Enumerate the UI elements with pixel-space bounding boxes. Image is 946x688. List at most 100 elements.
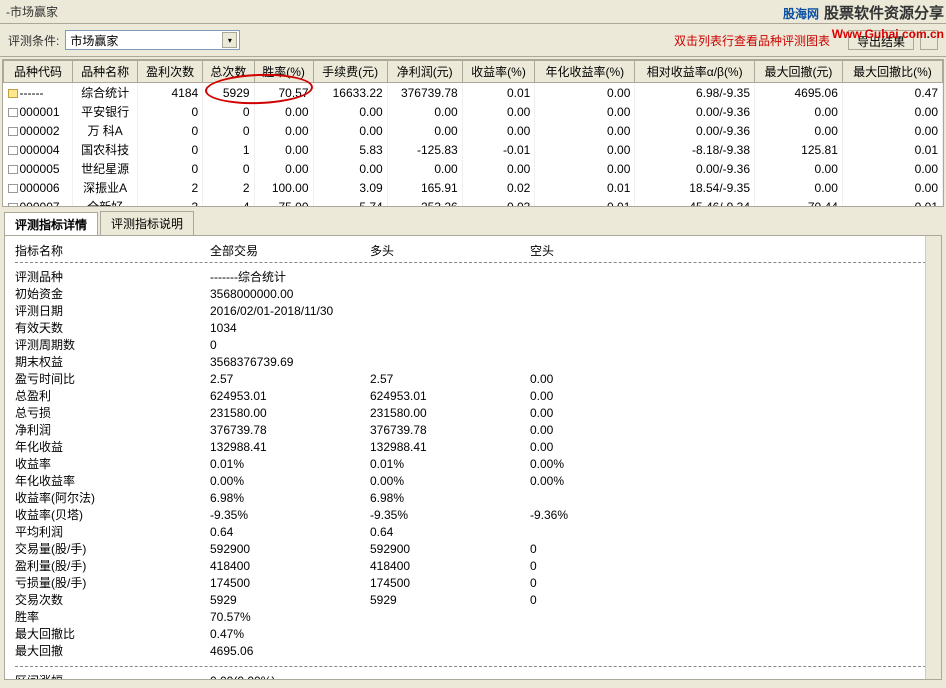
cell: 70.57 [254, 83, 313, 103]
col-header[interactable]: 总次数 [203, 61, 254, 83]
vertical-scrollbar[interactable] [925, 236, 941, 679]
cell: 3.09 [313, 178, 387, 197]
detail-k: 平均利润 [15, 524, 210, 541]
detail-row: 年化收益率0.00%0.00%0.00% [15, 473, 931, 490]
detail-row: 交易次数592959290 [15, 592, 931, 609]
cell: 75.00 [254, 197, 313, 207]
cell: 0.03 [462, 197, 535, 207]
table-row[interactable]: ------综合统计4184592970.5716633.22376739.78… [4, 83, 943, 103]
cell: 0.00 [254, 159, 313, 178]
detail-k: 评测周期数 [15, 337, 210, 354]
detail-v3 [530, 490, 650, 507]
cell: 综合统计 [73, 83, 138, 103]
detail-k: 盈利量(股/手) [15, 558, 210, 575]
col-header[interactable]: 年化收益率(%) [535, 61, 635, 83]
detail-row: 评测周期数0 [15, 337, 931, 354]
detail-k: 期末权益 [15, 354, 210, 371]
detail-v3: 0 [530, 558, 650, 575]
detail-v2 [370, 269, 530, 286]
cell: 0 [138, 140, 203, 159]
tab-detail[interactable]: 评测指标详情 [4, 212, 98, 236]
detail-v2 [370, 354, 530, 371]
doc-icon [8, 203, 18, 207]
col-header[interactable]: 品种名称 [73, 61, 138, 83]
detail-k: 年化收益 [15, 439, 210, 456]
detail-val: 0.00(0.00%) [210, 673, 370, 680]
detail-col-name: 指标名称 [15, 242, 210, 259]
detail-v2 [370, 320, 530, 337]
results-table-wrap: 品种代码品种名称盈利次数总次数胜率(%)手续费(元)净利润(元)收益率(%)年化… [2, 59, 944, 207]
cell: 国农科技 [73, 140, 138, 159]
table-row[interactable]: 000002万 科A000.000.000.000.000.000.00/-9.… [4, 121, 943, 140]
detail-v3: 0.00 [530, 439, 650, 456]
detail-v2: 231580.00 [370, 405, 530, 422]
divider [15, 262, 931, 263]
cell: 3 [138, 197, 203, 207]
col-header[interactable]: 相对收益率α/β(%) [635, 61, 755, 83]
cell: 0.00 [387, 121, 462, 140]
col-header[interactable]: 盈利次数 [138, 61, 203, 83]
col-header[interactable]: 净利润(元) [387, 61, 462, 83]
detail-row: 亏损量(股/手)1745001745000 [15, 575, 931, 592]
doc-icon [8, 108, 18, 117]
cell: 0.01 [842, 197, 942, 207]
cell: 100.00 [254, 178, 313, 197]
detail-v3 [530, 320, 650, 337]
divider [15, 666, 931, 667]
detail-v1: 2016/02/01-2018/11/30 [210, 303, 370, 320]
detail-v3 [530, 354, 650, 371]
cell: 000004 [4, 140, 73, 159]
doc-icon [8, 127, 18, 136]
table-row[interactable]: 000006深振业A22100.003.09165.910.020.0118.5… [4, 178, 943, 197]
table-row[interactable]: 000007全新好3475.005.74253.260.030.0145.46/… [4, 197, 943, 207]
cell: 0 [138, 102, 203, 121]
detail-k: 评测品种 [15, 269, 210, 286]
col-header[interactable]: 品种代码 [4, 61, 73, 83]
detail-v3: -9.36% [530, 507, 650, 524]
detail-v1: 4695.06 [210, 643, 370, 660]
cell: 0.00 [755, 102, 843, 121]
tab-desc[interactable]: 评测指标说明 [100, 211, 194, 235]
col-header[interactable]: 最大回撤比(%) [842, 61, 942, 83]
cell: 0.00 [755, 121, 843, 140]
watermark-slogan: 股票软件资源分享 [824, 5, 944, 22]
detail-v1: 376739.78 [210, 422, 370, 439]
detail-v2: 174500 [370, 575, 530, 592]
detail-v2: 418400 [370, 558, 530, 575]
detail-row: 盈亏时间比2.572.570.00 [15, 371, 931, 388]
cell: 0.01 [535, 178, 635, 197]
watermark-url: Www.Guhai.com.cn [783, 23, 944, 43]
cell: 70.44 [755, 197, 843, 207]
col-header[interactable]: 手续费(元) [313, 61, 387, 83]
cell: 万 科A [73, 121, 138, 140]
detail-k: 收益率(阿尔法) [15, 490, 210, 507]
cell: 0 [138, 159, 203, 178]
table-row[interactable]: 000004国农科技010.005.83-125.83-0.010.00-8.1… [4, 140, 943, 159]
detail-row: 评测日期2016/02/01-2018/11/30 [15, 303, 931, 320]
detail-k: 交易次数 [15, 592, 210, 609]
detail-row: 净利润376739.78376739.780.00 [15, 422, 931, 439]
col-header[interactable]: 最大回撤(元) [755, 61, 843, 83]
detail-k: 总亏损 [15, 405, 210, 422]
cell: 000005 [4, 159, 73, 178]
detail-k: 净利润 [15, 422, 210, 439]
detail-col-all: 全部交易 [210, 242, 370, 259]
detail-v2: 5929 [370, 592, 530, 609]
col-header[interactable]: 胜率(%) [254, 61, 313, 83]
detail-v1: 418400 [210, 558, 370, 575]
cell: 0.00 [535, 140, 635, 159]
detail-v1: 174500 [210, 575, 370, 592]
table-row[interactable]: 000005世纪星源000.000.000.000.000.000.00/-9.… [4, 159, 943, 178]
cell: 165.91 [387, 178, 462, 197]
table-row[interactable]: 000001平安银行000.000.000.000.000.000.00/-9.… [4, 102, 943, 121]
detail-v1: 624953.01 [210, 388, 370, 405]
cell: 0.00 [254, 121, 313, 140]
detail-v1: -9.35% [210, 507, 370, 524]
detail-v3 [530, 303, 650, 320]
cell: 000006 [4, 178, 73, 197]
col-header[interactable]: 收益率(%) [462, 61, 535, 83]
condition-dropdown[interactable]: 市场赢家 ▾ [65, 30, 240, 50]
detail-k: 最大回撤比 [15, 626, 210, 643]
detail-v3: 0.00 [530, 388, 650, 405]
detail-v2 [370, 337, 530, 354]
